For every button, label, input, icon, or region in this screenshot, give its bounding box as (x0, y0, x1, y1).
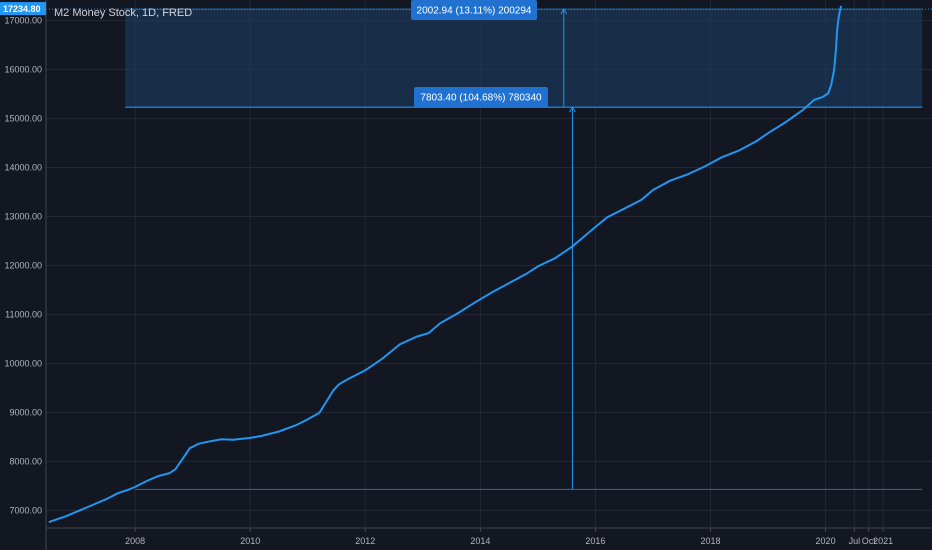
x-tick-label: 2016 (585, 536, 605, 546)
y-tick-label: 10000.00 (4, 358, 42, 368)
y-tick-label: 8000.00 (9, 456, 42, 466)
measure-label-lower: 7803.40 (104.68%) 780340 (420, 93, 542, 104)
y-tick-label: 12000.00 (4, 260, 42, 270)
x-tick-label: 2020 (816, 536, 836, 546)
y-tick-label: 14000.00 (4, 163, 42, 173)
chart-title: M2 Money Stock, 1D, FRED (54, 7, 192, 19)
x-tick-label: 2010 (240, 536, 260, 546)
y-tick-label: 15000.00 (4, 114, 42, 124)
axes: 7000.00 8000.00 9000.00 10000.00 11000.00 120… (4, 0, 932, 550)
y-tick-label: 17000.00 (4, 16, 42, 26)
x-tick-label: Oct (862, 536, 877, 546)
y-tick-label: 7000.00 (9, 505, 42, 515)
measure-label-upper: 2002.94 (13.11%) 200294 (417, 6, 532, 17)
x-tick-label: 2018 (700, 536, 720, 546)
x-tick-label: 2021 (873, 536, 893, 546)
measure-lower-arrowhead (568, 106, 576, 113)
measure-label-upper-bg (411, 0, 537, 20)
x-tick-label: 2012 (355, 536, 375, 546)
series-line-m2[interactable] (48, 5, 843, 524)
x-tick-label: 2014 (470, 536, 490, 546)
y-tick-label: 13000.00 (4, 211, 42, 221)
current-price-tag: 17234.80 (3, 4, 41, 14)
measure-upper-arrowhead (560, 8, 568, 15)
y-tick-label: 9000.00 (9, 407, 42, 417)
x-tick-label: Jul (849, 536, 861, 546)
y-tick-label: 16000.00 (4, 65, 42, 75)
measure-label-lower-bg (414, 87, 548, 107)
current-price-tag-bg (0, 2, 46, 16)
x-tick-label: 2008 (125, 536, 145, 546)
y-tick-label: 11000.00 (5, 309, 42, 319)
